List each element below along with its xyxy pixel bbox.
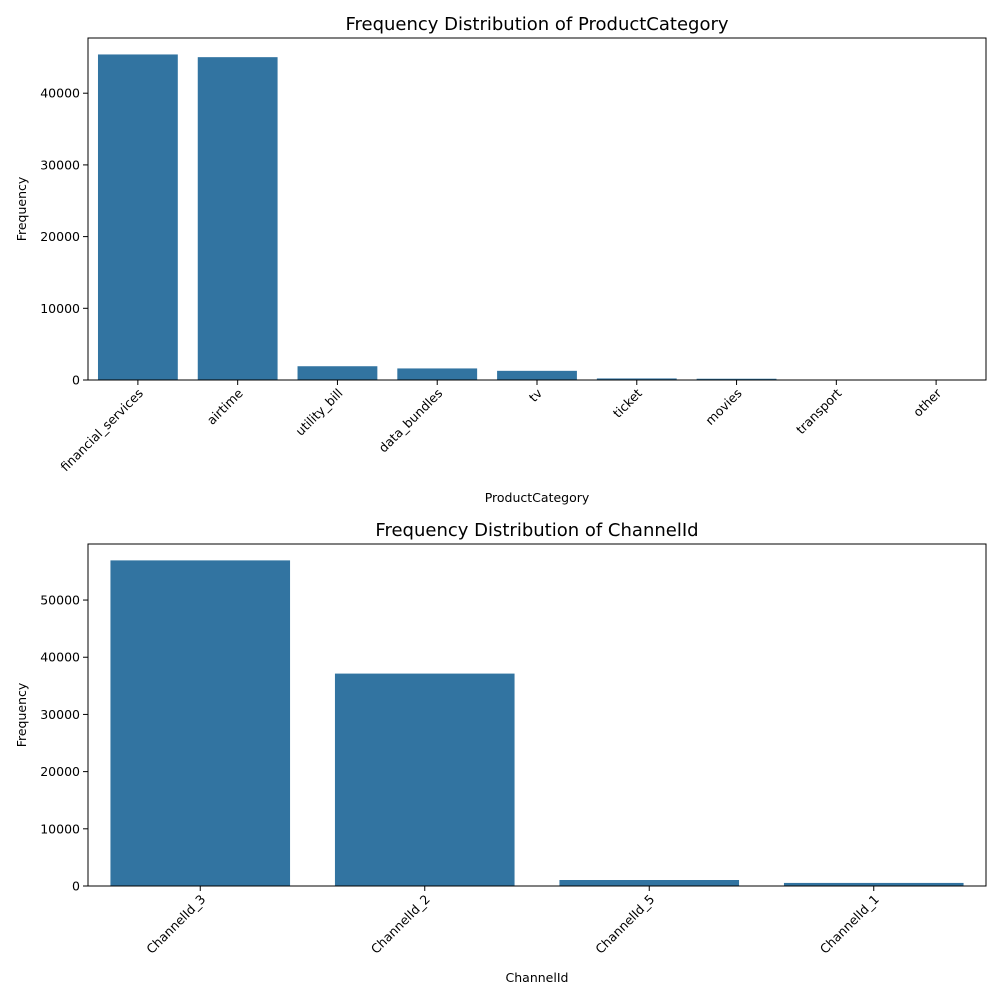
x-tick-label: movies	[702, 386, 744, 428]
y-tick-label: 30000	[40, 707, 80, 722]
x-axis-label: ChannelId	[506, 970, 569, 985]
y-axis-label: Frequency	[14, 682, 29, 747]
product-category-chart: Frequency Distribution of ProductCategor…	[14, 14, 987, 505]
bar-movies	[696, 378, 777, 380]
bars	[110, 560, 964, 886]
bar-utility-bill	[297, 366, 378, 380]
x-tick-label: data_bundles	[375, 386, 445, 456]
y-axis-label: Frequency	[14, 176, 29, 241]
bar-tv	[497, 370, 577, 380]
x-tick-label: financial_services	[57, 386, 146, 475]
x-tick-label: ChannelId_5	[592, 892, 657, 957]
bar-channelid-3	[110, 560, 291, 886]
x-axis-ticks: financial_services airtime utility_bill dat…	[57, 380, 945, 475]
bar-financial-services	[97, 54, 178, 381]
x-tick-label: utility_bill	[292, 386, 345, 439]
x-axis-label: ProductCategory	[485, 490, 590, 505]
y-tick-label: 20000	[40, 764, 80, 779]
x-tick-label: ChannelId_3	[143, 892, 208, 957]
y-tick-label: 0	[72, 373, 80, 388]
bars	[97, 54, 977, 381]
bar-channelid-1	[783, 882, 964, 886]
y-axis-ticks: 0 10000 20000 30000 40000 50000	[40, 593, 88, 894]
chart-title: Frequency Distribution of ProductCategor…	[345, 14, 728, 35]
bar-channelid-2	[334, 673, 515, 886]
bar-airtime	[197, 57, 278, 380]
chart-title: Frequency Distribution of ChannelId	[375, 520, 698, 541]
y-tick-label: 30000	[40, 157, 80, 172]
y-tick-label: 10000	[40, 301, 80, 316]
bar-ticket	[596, 378, 677, 380]
channel-id-chart: Frequency Distribution of ChannelId 0 100…	[14, 520, 987, 985]
x-tick-label: other	[910, 385, 945, 420]
x-tick-label: tv	[526, 385, 546, 405]
bar-data-bundles	[397, 368, 478, 380]
x-tick-label: airtime	[204, 385, 246, 427]
x-tick-label: ChannelId_1	[817, 892, 882, 957]
plot-frame	[87, 543, 987, 887]
y-tick-label: 0	[72, 879, 80, 894]
y-tick-label: 40000	[40, 86, 80, 101]
y-tick-label: 50000	[40, 593, 80, 608]
y-tick-label: 40000	[40, 650, 80, 665]
bar-channelid-5	[559, 880, 740, 886]
x-tick-label: ChannelId_2	[368, 892, 433, 957]
x-tick-label: transport	[793, 385, 845, 437]
x-axis-ticks: ChannelId_3 ChannelId_2 ChannelId_5 Channel…	[143, 886, 882, 957]
x-tick-label: ticket	[610, 385, 645, 420]
y-axis-ticks: 0 10000 20000 30000 40000	[40, 86, 88, 388]
y-tick-label: 20000	[40, 229, 80, 244]
y-tick-label: 10000	[40, 821, 80, 836]
